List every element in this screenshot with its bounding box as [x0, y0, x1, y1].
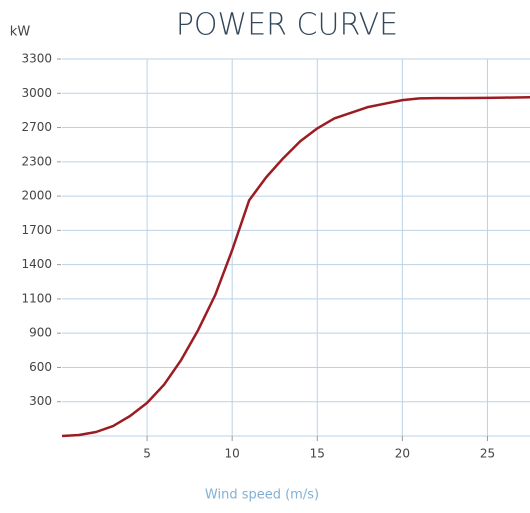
y-tick-label: 900: [29, 326, 52, 340]
y-tick-label: 1100: [21, 291, 52, 305]
y-tick-label: 1400: [21, 257, 52, 271]
y-tick-label: 2300: [21, 154, 52, 168]
x-axis-label: Wind speed (m/s): [205, 488, 319, 503]
line: [61, 96, 530, 438]
y-tick-label: 300: [29, 394, 52, 408]
y-tick-label: 600: [29, 360, 52, 374]
x-tick-label: 5: [143, 447, 151, 461]
x-tick-label: 25: [480, 447, 495, 461]
y-tick-label: 3300: [21, 52, 52, 66]
y-tick-label: 2000: [21, 189, 52, 203]
y-tick-label: 3000: [21, 86, 52, 100]
y-axis-label: kW: [10, 25, 31, 40]
y-tick-label: 2700: [21, 120, 52, 134]
y-tick-label: 1700: [21, 223, 52, 237]
chart-title: POWER CURVE: [176, 8, 398, 43]
x-tick-label: 15: [310, 447, 325, 461]
x-tick-label: 20: [395, 447, 410, 461]
x-tick-label: 10: [225, 447, 240, 461]
